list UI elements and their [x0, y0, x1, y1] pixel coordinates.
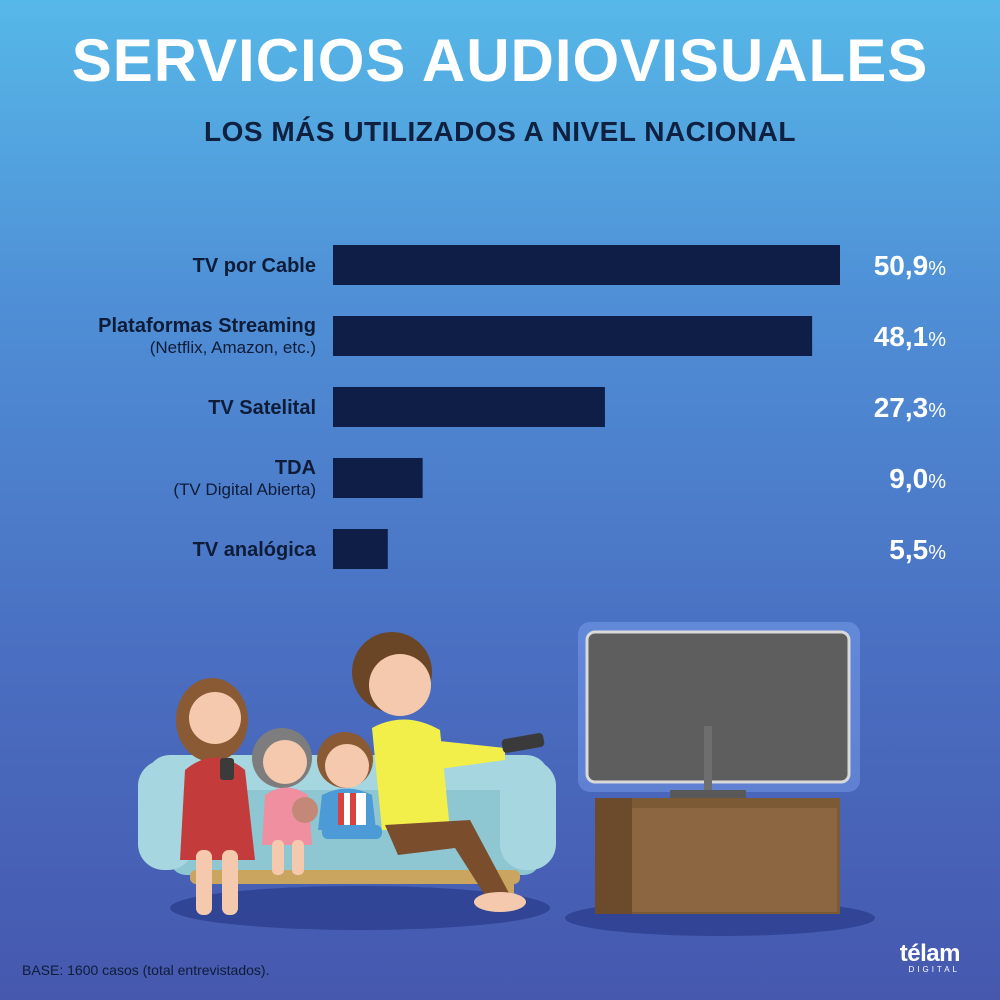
category-label-2: TV Satelital	[208, 397, 316, 419]
bar-1	[333, 316, 813, 356]
base-note: BASE: 1600 casos (total entrevistados).	[22, 962, 270, 978]
family-watching-tv-icon	[138, 622, 875, 936]
value-label-3: 9,0%	[889, 463, 946, 494]
category-label-1: Plataformas Streaming	[98, 315, 316, 337]
category-sublabel-3: (TV Digital Abierta)	[173, 480, 316, 499]
telam-logo: télam DIGITAL	[899, 940, 961, 974]
bar-3	[333, 458, 423, 498]
bar-chart: TV por Cable 50,9% Plataformas Streaming(N…	[98, 245, 947, 569]
category-label-4: TV analógica	[193, 539, 317, 561]
category-label-0: TV por Cable	[193, 255, 316, 277]
chart-subtitle: LOS MÁS UTILIZADOS A NIVEL NACIONAL	[203, 116, 797, 147]
value-label-2: 27,3%	[874, 392, 947, 423]
value-label-1: 48,1%	[874, 321, 947, 352]
value-label-0: 50,9%	[874, 250, 947, 281]
value-label-4: 5,5%	[889, 534, 946, 565]
bar-4	[333, 529, 388, 569]
chart-title: SERVICIOS AUDIOVISUALES	[71, 27, 929, 94]
bar-0	[333, 245, 841, 285]
category-label-3: TDA	[275, 457, 316, 479]
category-sublabel-1: (Netflix, Amazon, etc.)	[150, 338, 316, 357]
logo-name: télam	[899, 940, 961, 967]
logo-sub: DIGITAL	[908, 965, 960, 974]
bar-2	[333, 387, 605, 427]
